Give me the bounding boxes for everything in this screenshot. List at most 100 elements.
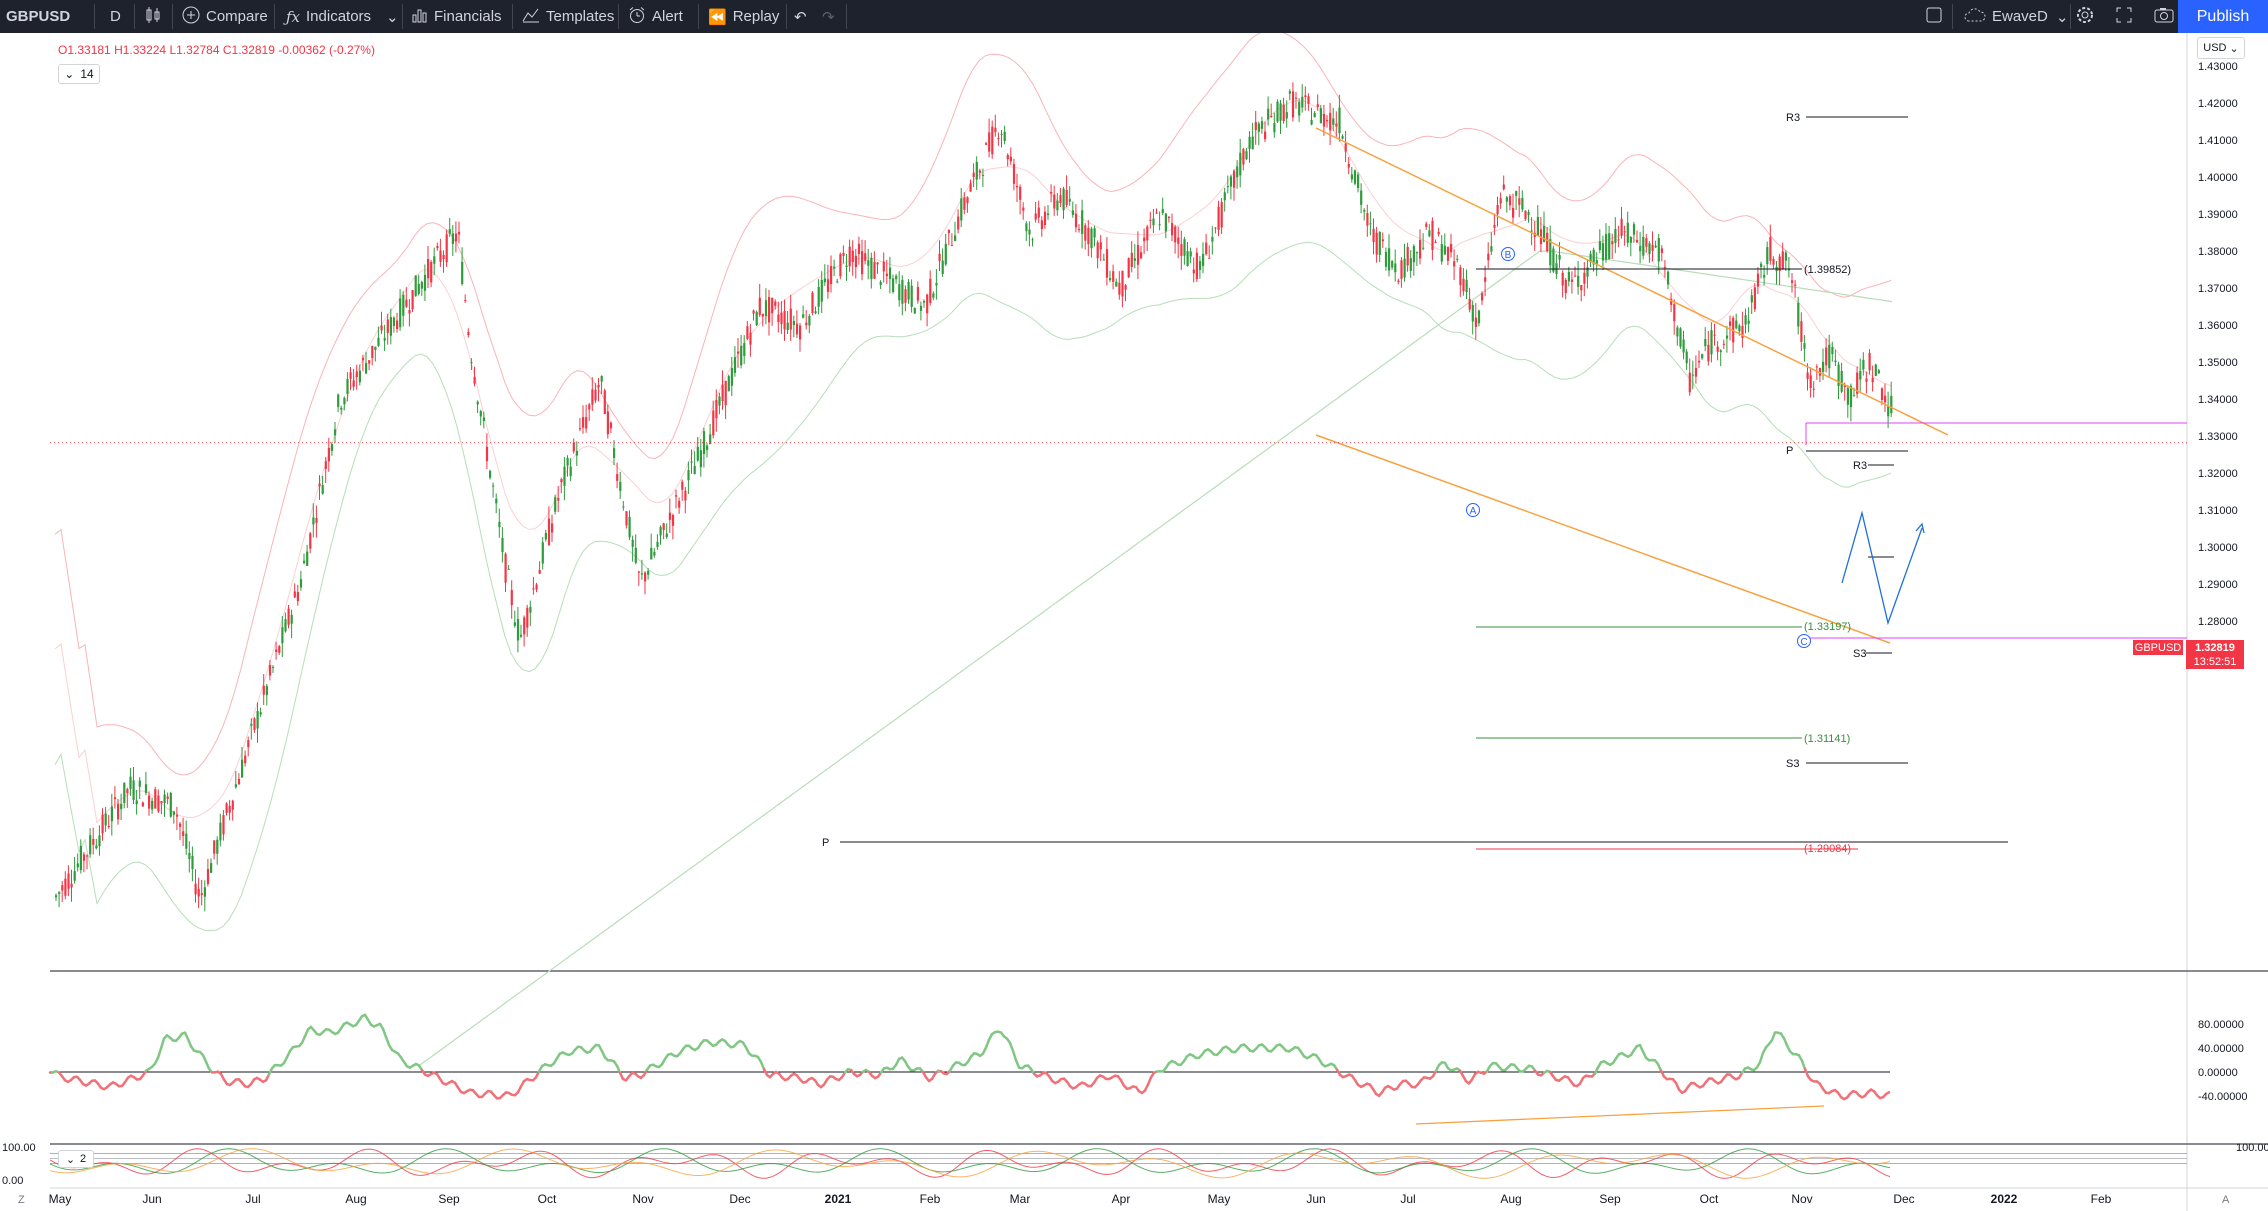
time-axis-label: Apr — [1112, 1192, 1131, 1206]
candle-body — [175, 814, 179, 817]
chart-canvas[interactable]: R3 (1.39852) P R3 (1.33197) S3 (1.31141) S3 P (1.… — [0, 33, 2268, 1211]
candle-body — [1884, 395, 1887, 403]
candle-body — [1403, 258, 1406, 278]
candle-body — [104, 813, 107, 826]
layout-button[interactable] — [1926, 0, 1948, 33]
candle-body — [1192, 269, 1195, 274]
snapshot-button[interactable] — [2154, 0, 2180, 33]
candle-body — [361, 357, 365, 361]
fullscreen-button[interactable] — [2116, 0, 2138, 33]
price-tick-label: 1.30000 — [2198, 542, 2238, 554]
price-tick-label: 1.31000 — [2198, 505, 2238, 517]
candle-body — [1211, 236, 1214, 242]
replay-button[interactable]: ⏪ Replay — [708, 0, 779, 33]
candle-body — [1837, 364, 1840, 387]
candle-body — [659, 526, 662, 536]
candle-body — [560, 479, 563, 483]
candle-body — [482, 417, 485, 421]
candle-body — [405, 299, 408, 307]
candle-body — [1512, 207, 1515, 218]
candle-body — [1068, 199, 1071, 202]
compare-button[interactable]: Compare — [182, 0, 268, 33]
candle-body — [1794, 284, 1797, 286]
candle-body — [861, 251, 864, 275]
candle-body — [706, 445, 709, 450]
candle-body — [408, 309, 411, 314]
candle-body — [79, 845, 82, 871]
candle-body — [222, 815, 225, 835]
candle-body — [1136, 245, 1140, 265]
osc-segment — [1014, 1058, 1021, 1069]
candle-body — [1428, 230, 1431, 237]
candle-body — [377, 337, 380, 346]
candle-body — [836, 281, 839, 283]
candle-body — [1468, 298, 1471, 310]
redo-button[interactable]: ↷ — [822, 0, 835, 33]
candle-body — [1059, 195, 1062, 203]
templates-button[interactable]: Templates — [522, 0, 614, 33]
currency-label: USD — [2203, 42, 2227, 54]
candle-body — [191, 855, 194, 870]
candle-body — [665, 533, 668, 538]
symbol-search[interactable]: GBPUSD — [6, 0, 70, 33]
cloud-layout-button[interactable]: EwaveD ⌄ — [1964, 0, 2068, 33]
bar-chart-icon — [412, 7, 434, 27]
candle-body — [489, 470, 492, 478]
alert-button[interactable]: Alert — [628, 0, 683, 33]
candle-body — [1570, 279, 1574, 282]
osc-segment — [159, 1037, 166, 1050]
candle-body — [1685, 351, 1688, 364]
financials-button[interactable]: Financials — [412, 0, 502, 33]
candle-body — [256, 711, 259, 729]
candle-body — [730, 368, 733, 386]
osc-segment — [186, 1037, 193, 1048]
indicators-button[interactable]: ƒx Indicators — [286, 0, 371, 33]
legend-collapse-button[interactable]: ⌄ 14 — [58, 64, 100, 84]
undo-icon: ↶ — [794, 8, 807, 26]
time-axis-label: 2021 — [825, 1192, 852, 1206]
candle-body — [687, 470, 690, 481]
candle-body — [1260, 121, 1264, 129]
time-axis-label: Mar — [1010, 1192, 1031, 1206]
candle-body — [777, 314, 780, 322]
candle-body — [1505, 197, 1508, 202]
open-value: O1.33181 — [58, 43, 111, 57]
candle-body — [1887, 406, 1890, 417]
candle-body — [1003, 131, 1006, 142]
alarm-clock-icon — [628, 6, 652, 28]
settings-button[interactable] — [2076, 0, 2100, 33]
candle-body — [1006, 154, 1009, 160]
chevron-down-icon: ⌄ — [65, 1153, 76, 1166]
indicators-dropdown[interactable]: ⌄ — [386, 0, 399, 33]
candle-body — [516, 618, 520, 641]
candle-body — [1350, 174, 1353, 180]
undo-button[interactable]: ↶ — [794, 0, 807, 33]
candle-body — [1453, 261, 1456, 267]
currency-select[interactable]: USD ⌄ — [2197, 37, 2245, 59]
candle-body — [1849, 385, 1853, 408]
price-tick-label: 1.43000 — [2198, 61, 2238, 73]
candle-body — [975, 161, 978, 180]
candle-body — [1205, 242, 1208, 255]
candle-body — [98, 835, 101, 847]
candle-body — [1344, 143, 1347, 152]
osc-legend-collapse-button[interactable]: ⌄ 2 — [58, 1150, 94, 1168]
publish-button[interactable]: Publish — [2178, 0, 2268, 33]
candle-body — [613, 448, 616, 458]
candle-body — [216, 839, 219, 854]
candle-body — [1567, 271, 1570, 282]
interval-button[interactable]: D — [110, 0, 121, 33]
upper-band — [54, 33, 1892, 776]
candle-body — [117, 803, 120, 820]
candle-body — [445, 234, 448, 263]
candle-body — [476, 401, 479, 405]
candle-body — [1747, 320, 1750, 324]
candle-body — [656, 541, 659, 548]
candle-body — [504, 553, 507, 583]
candle-body — [1357, 174, 1360, 188]
candle-body — [1667, 271, 1670, 285]
redo-icon: ↷ — [822, 8, 835, 26]
chart-type-button[interactable] — [146, 0, 166, 33]
candle-body — [73, 871, 76, 881]
candle-body — [1406, 246, 1409, 266]
